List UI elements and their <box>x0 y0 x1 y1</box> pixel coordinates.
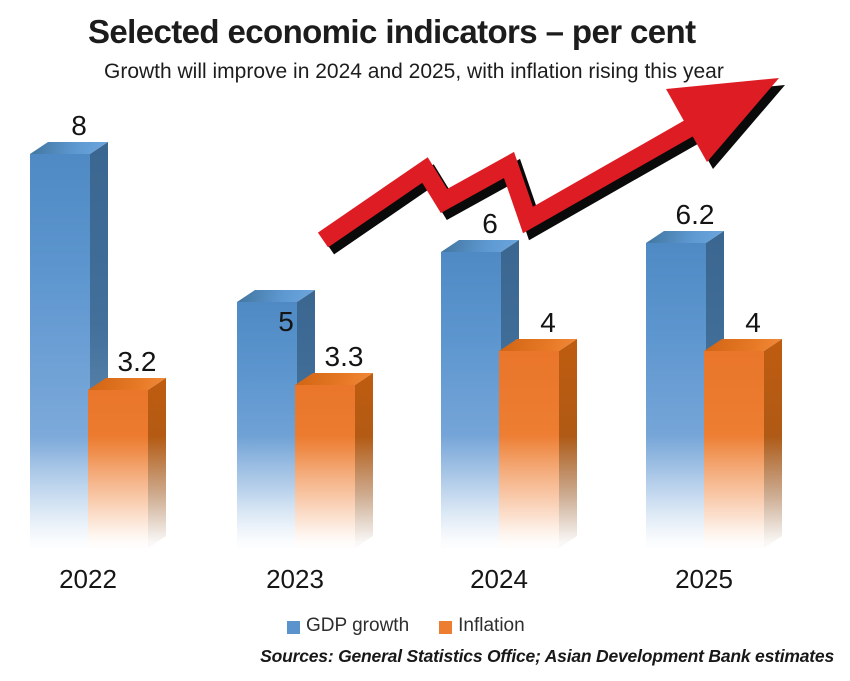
inflation-swatch-icon <box>439 620 453 634</box>
value-label-inflation-2023: 3.3 <box>324 341 364 372</box>
year-label-2023: 2023 <box>266 564 324 594</box>
legend-label-gdp-growth: GDP growth <box>306 615 410 636</box>
page-subtitle: Growth will improve in 2024 and 2025, wi… <box>104 60 724 83</box>
bar-face-top <box>30 142 108 154</box>
bar-face-top <box>499 339 577 351</box>
legend-item-inflation: Inflation <box>439 615 525 637</box>
bottom-fade-overlay <box>0 436 850 556</box>
value-label-gdp-growth-2023: 5 <box>278 306 294 337</box>
bar-face-top <box>704 339 782 351</box>
year-label-2024: 2024 <box>470 564 528 594</box>
bar-face-top <box>295 373 373 385</box>
year-label-2025: 2025 <box>675 564 733 594</box>
page-title: Selected economic indicators – per cent <box>88 13 696 50</box>
bar-face-top <box>237 290 315 302</box>
value-label-inflation-2022: 3.2 <box>117 346 157 377</box>
value-label-inflation-2025: 4 <box>745 307 761 338</box>
bar-face-top <box>441 240 519 252</box>
gdp-growth-swatch-icon <box>287 620 300 634</box>
legend-label-inflation: Inflation <box>458 615 525 636</box>
source-attribution: Sources: General Statistics Office; Asia… <box>260 646 834 666</box>
value-label-inflation-2024: 4 <box>540 307 556 338</box>
bar-face-top <box>646 231 724 243</box>
value-label-gdp-growth-2022: 8 <box>71 110 87 141</box>
value-label-gdp-growth-2024: 6 <box>482 208 498 239</box>
legend-item-gdp-growth: GDP growth <box>287 615 409 637</box>
chart-legend: GDP growth Inflation <box>287 615 525 637</box>
value-label-gdp-growth-2025: 6.2 <box>675 199 715 230</box>
bar-face-top <box>88 378 166 390</box>
year-label-2022: 2022 <box>59 564 117 594</box>
